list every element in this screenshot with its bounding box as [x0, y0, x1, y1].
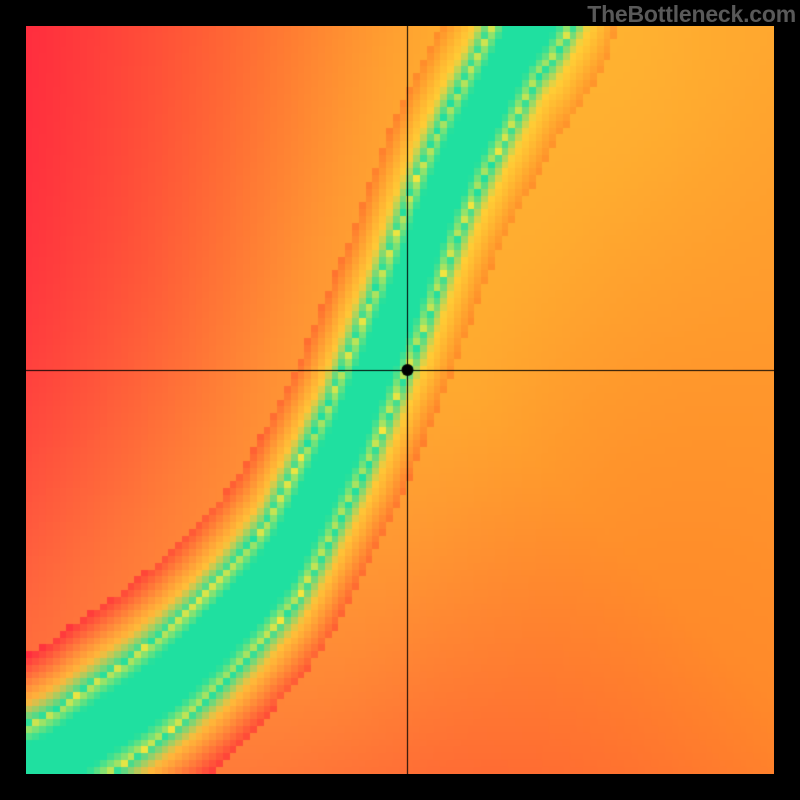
bottleneck-heatmap-chart: { "canvas": { "width": 800, "height": 80…	[0, 0, 800, 800]
watermark-text: TheBottleneck.com	[587, 1, 796, 28]
crosshair-overlay	[26, 26, 774, 774]
